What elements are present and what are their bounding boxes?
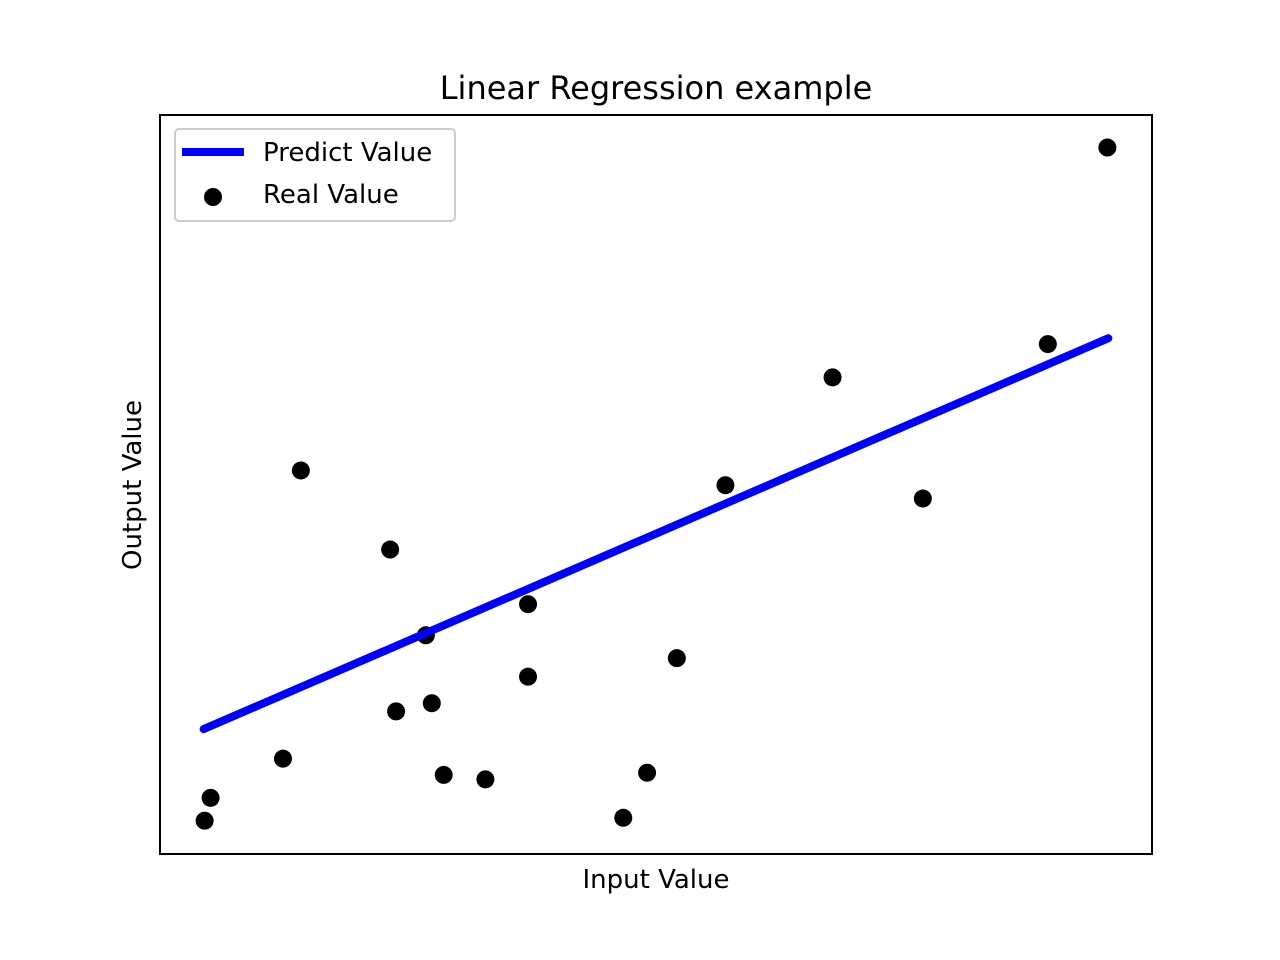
real-value-point [519,667,538,686]
chart-title: Linear Regression example [440,69,873,107]
series-layer [195,138,1117,830]
real-value-point [274,749,293,768]
x-axis-label: Input Value [583,865,730,895]
real-value-point [667,649,686,668]
real-value-point [422,694,441,713]
legend-label-real: Real Value [263,180,399,210]
real-value-point [913,489,932,508]
real-value-point [476,770,495,789]
legend: Predict Value Real Value [174,128,456,222]
real-value-point [434,765,453,784]
real-value-point [716,476,735,495]
real-value-point [1098,138,1117,157]
plot-frame [159,114,1153,855]
plot-area [160,115,1152,854]
real-value-point [614,808,633,827]
real-value-point [638,763,657,782]
legend-label-predict: Predict Value [263,138,432,168]
real-value-point [387,702,406,721]
legend-marker-swatch [204,188,222,206]
legend-box [174,128,456,222]
real-value-point [823,368,842,387]
predict-value-line [199,334,1113,734]
real-value-point [195,811,214,830]
real-value-point [1038,335,1057,354]
real-value-point [519,595,538,614]
y-axis-label: Output Value [118,400,148,570]
real-value-point [291,461,310,480]
real-value-point [381,540,400,559]
real-value-point [201,788,220,807]
